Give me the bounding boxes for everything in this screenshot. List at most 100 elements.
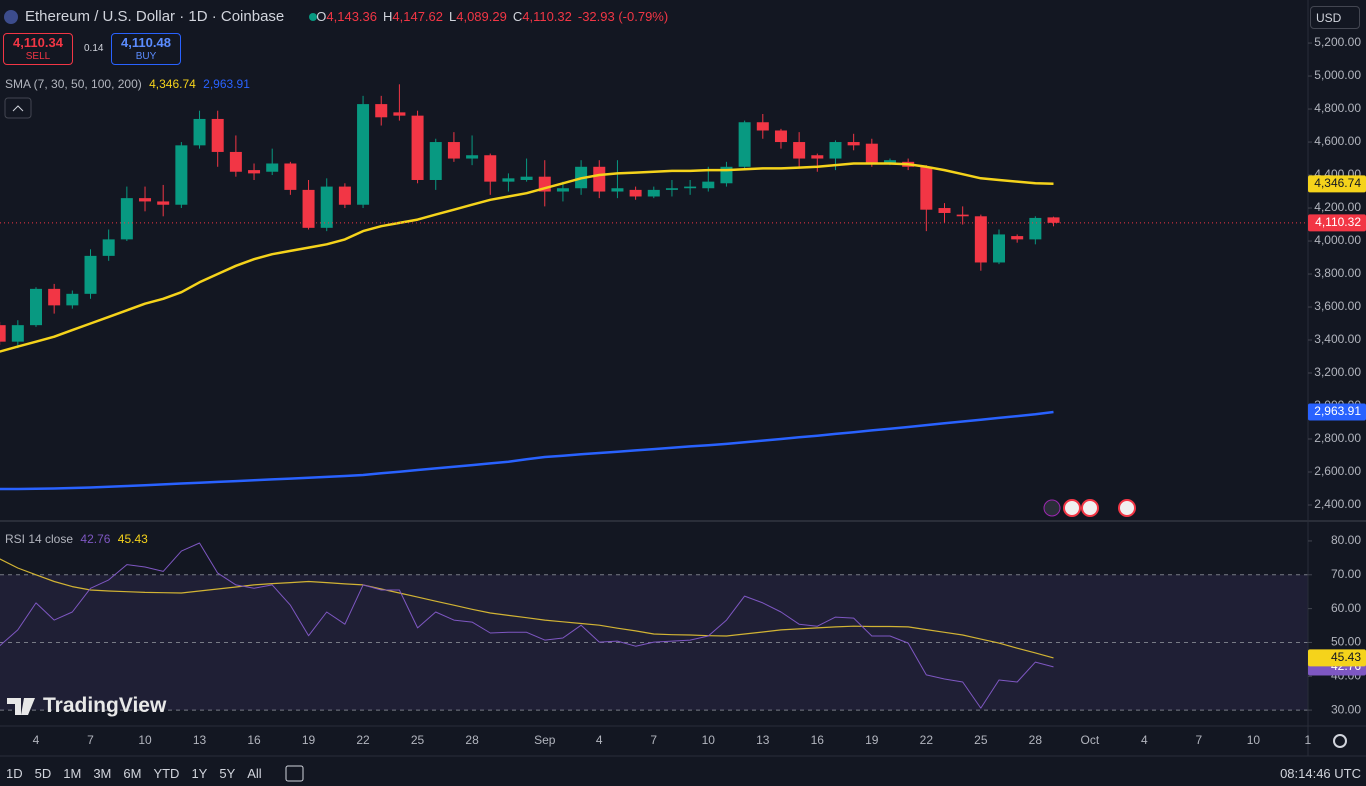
range-toolbar: 1D 5D 1M 3M 6M YTD 1Y 5Y All — [0, 766, 268, 781]
event-icon[interactable] — [1043, 499, 1061, 517]
candle-body — [48, 288, 61, 306]
candle-body — [774, 130, 787, 143]
event-icon[interactable] — [1081, 499, 1099, 517]
symbol-title: Ethereum / U.S. Dollar · 1D · Coinbase — [25, 8, 285, 25]
market-status — [309, 13, 317, 21]
y-tick-label: 5,000.00 — [1314, 68, 1361, 82]
change: -32.93 (-0.79%) — [577, 9, 669, 24]
indicator-name: SMA (7, 30, 50, 100, 200) — [5, 77, 142, 91]
candle-body — [502, 178, 515, 182]
y-tick-label: 70.00 — [1331, 567, 1361, 581]
range-button[interactable]: 1Y — [191, 766, 208, 781]
sell-price: 4,110.34 — [13, 35, 63, 50]
candle-body — [629, 189, 642, 197]
candle-body — [466, 155, 479, 159]
x-tick-label: 19 — [302, 733, 316, 747]
x-tick-label: 22 — [356, 733, 370, 747]
x-tick-label: 4 — [33, 733, 40, 747]
y-tick-label: 3,200.00 — [1314, 365, 1361, 379]
x-tick-label: 25 — [411, 733, 425, 747]
x-tick-label: 19 — [865, 733, 879, 747]
rsi-legend: RSI 14 close 42.76 45.43 — [5, 532, 148, 546]
x-tick-label: 28 — [1029, 733, 1043, 747]
range-button[interactable]: All — [247, 766, 262, 781]
series-line — [0, 558, 1054, 659]
candle-body — [811, 155, 824, 159]
watermark: TradingView — [43, 694, 167, 717]
x-tick-label: 7 — [650, 733, 657, 747]
candle-body — [302, 189, 315, 228]
buy-label: BUY — [135, 51, 157, 62]
event-icon[interactable] — [1118, 499, 1136, 517]
candle-body — [157, 201, 170, 205]
currency-selector[interactable]: USD — [1310, 6, 1360, 29]
header: Ethereum / U.S. Dollar · 1D · Coinbase O… — [5, 8, 668, 25]
candle-body — [411, 115, 424, 180]
candle-body — [847, 142, 860, 146]
candle-body — [447, 142, 460, 159]
y-tick-label: 50.00 — [1331, 635, 1361, 649]
range-button[interactable]: 1M — [63, 766, 82, 781]
range-button[interactable]: 1D — [6, 766, 23, 781]
price-pane — [0, 84, 1308, 491]
symbol-logo — [4, 10, 18, 24]
y-tick-label: 4,600.00 — [1314, 134, 1361, 148]
x-tick-label: 7 — [1196, 733, 1203, 747]
candle-body — [738, 122, 751, 167]
indicator-name: RSI 14 close — [5, 532, 74, 546]
candle-body — [320, 186, 333, 228]
y-tick-label: 4,200.00 — [1314, 200, 1361, 214]
ohlc-key: L — [449, 9, 457, 24]
candle-body — [702, 181, 715, 189]
candle-body — [665, 188, 678, 190]
range-button[interactable]: YTD — [153, 766, 180, 781]
clock: 08:14:46 UTC — [1280, 766, 1361, 781]
rsi-pane — [0, 542, 1054, 709]
candle-body — [66, 293, 79, 306]
series-line — [0, 542, 1054, 709]
range-button[interactable]: 5Y — [219, 766, 236, 781]
y-tick-label: 80.00 — [1331, 533, 1361, 547]
legend-value: 4,346.74 — [149, 77, 196, 91]
event-icon[interactable] — [1063, 499, 1081, 517]
candle-body — [248, 170, 261, 174]
buy-button[interactable]: 4,110.48 BUY — [111, 33, 181, 65]
range-button[interactable]: 3M — [93, 766, 112, 781]
x-tick-label: 25 — [974, 733, 988, 747]
y-tick-label: 4,800.00 — [1314, 101, 1361, 115]
candle-body — [102, 239, 115, 256]
candle-body — [865, 143, 878, 164]
x-tick-label: 22 — [920, 733, 934, 747]
candle-body — [974, 216, 987, 263]
candle-body — [193, 118, 206, 146]
candle-body — [993, 234, 1006, 263]
settings-icon[interactable] — [1333, 734, 1347, 748]
spread: 0.14 — [84, 43, 104, 54]
candle-body — [0, 325, 6, 342]
candle-body — [1029, 217, 1042, 240]
candle-body — [229, 151, 242, 172]
candle-body — [266, 163, 279, 172]
candle-body — [1011, 236, 1024, 240]
y-tick-label: 3,400.00 — [1314, 332, 1361, 346]
axis-badge — [1308, 403, 1366, 421]
candle-body — [938, 208, 951, 213]
ohlc-value: 4,089.29 — [456, 9, 507, 24]
candle-body — [611, 188, 624, 192]
sell-button[interactable]: 4,110.34 SELL — [3, 33, 73, 65]
y-tick-label: 60.00 — [1331, 601, 1361, 615]
candle-body — [11, 325, 24, 342]
candle-body — [593, 166, 606, 192]
range-button[interactable]: 5D — [34, 766, 52, 781]
collapse-icon — [12, 105, 24, 112]
candle-body — [484, 155, 497, 182]
candle-body — [920, 166, 933, 210]
date-range-icon[interactable] — [285, 765, 304, 782]
candle-body — [211, 118, 224, 152]
x-tick-label: 16 — [247, 733, 261, 747]
y-tick-label: 30.00 — [1331, 702, 1361, 716]
collapse-button[interactable] — [4, 97, 32, 119]
range-button[interactable]: 6M — [123, 766, 142, 781]
